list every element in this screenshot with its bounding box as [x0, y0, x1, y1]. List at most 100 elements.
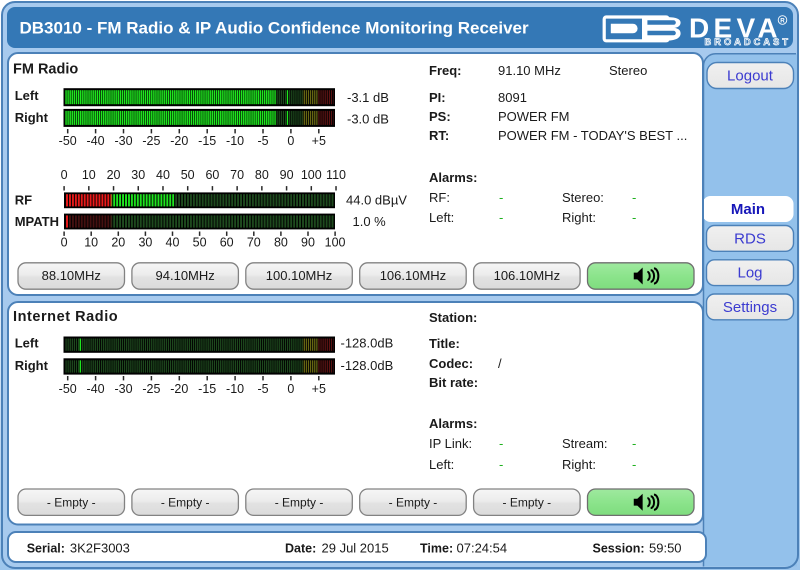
svg-text:90: 90: [280, 168, 294, 182]
svg-text:Stereo: Stereo: [609, 63, 647, 78]
svg-text:20: 20: [107, 168, 121, 182]
svg-text:70: 70: [247, 236, 261, 250]
svg-text:3K2F3003: 3K2F3003: [70, 541, 130, 556]
svg-text:Stream:: Stream:: [562, 436, 608, 451]
svg-text:94.10MHz: 94.10MHz: [156, 268, 215, 283]
svg-text:PI:: PI:: [429, 90, 446, 105]
svg-text:Alarms:: Alarms:: [429, 170, 477, 185]
svg-text:- Empty -: - Empty -: [503, 495, 552, 509]
svg-text:29 Jul 2015: 29 Jul 2015: [322, 541, 389, 556]
svg-text:Internet Radio: Internet Radio: [13, 309, 118, 325]
svg-text:Session:: Session:: [593, 542, 645, 556]
svg-text:-: -: [499, 457, 503, 472]
svg-text:-10: -10: [226, 134, 244, 148]
svg-text:-30: -30: [114, 382, 132, 396]
svg-text:-: -: [499, 436, 503, 451]
svg-text:-40: -40: [87, 134, 105, 148]
svg-text:0: 0: [61, 168, 68, 182]
svg-text:Freq:: Freq:: [429, 63, 462, 78]
svg-text:Right:: Right:: [562, 457, 596, 472]
svg-text:-5: -5: [257, 134, 268, 148]
svg-text:- Empty -: - Empty -: [275, 495, 324, 509]
svg-text:DEVA: DEVA: [689, 12, 782, 43]
svg-text:Left:: Left:: [429, 457, 454, 472]
svg-text:88.10MHz: 88.10MHz: [42, 268, 101, 283]
svg-text:Log: Log: [737, 265, 762, 282]
svg-text:Settings: Settings: [723, 299, 777, 316]
svg-text:-50: -50: [59, 382, 77, 396]
svg-text:-128.0dB: -128.0dB: [341, 336, 394, 351]
svg-text:Date:: Date:: [285, 542, 316, 556]
svg-text:-40: -40: [87, 382, 105, 396]
svg-text:R: R: [780, 17, 785, 24]
svg-text:60: 60: [220, 236, 234, 250]
svg-text:30: 30: [138, 236, 152, 250]
svg-text:Station:: Station:: [429, 310, 477, 325]
svg-text:Time:: Time:: [420, 542, 453, 556]
svg-text:40: 40: [156, 168, 170, 182]
svg-text:20: 20: [111, 236, 125, 250]
svg-text:FM Radio: FM Radio: [13, 62, 78, 78]
svg-text:-30: -30: [114, 134, 132, 148]
svg-text:70: 70: [230, 168, 244, 182]
svg-text:POWER FM - TODAY'S BEST ...: POWER FM - TODAY'S BEST ...: [498, 128, 687, 143]
svg-text:- Empty -: - Empty -: [389, 495, 438, 509]
svg-text:91.10 MHz: 91.10 MHz: [498, 63, 561, 78]
svg-text:Right:: Right:: [562, 210, 596, 225]
svg-text:100.10MHz: 100.10MHz: [266, 268, 332, 283]
svg-text:-20: -20: [170, 382, 188, 396]
svg-text:40: 40: [166, 236, 180, 250]
svg-text:Codec:: Codec:: [429, 356, 473, 371]
svg-text:BROADCAST: BROADCAST: [705, 37, 792, 47]
svg-text:PS:: PS:: [429, 109, 451, 124]
svg-text:59:50: 59:50: [649, 541, 682, 556]
svg-text:80: 80: [255, 168, 269, 182]
svg-text:- Empty -: - Empty -: [161, 495, 210, 509]
svg-text:-5: -5: [257, 382, 268, 396]
svg-text:30: 30: [131, 168, 145, 182]
svg-text:110: 110: [326, 168, 346, 182]
svg-text:44.0 dBµV: 44.0 dBµV: [346, 193, 407, 208]
svg-text:Left: Left: [15, 336, 40, 351]
svg-text:-10: -10: [226, 382, 244, 396]
svg-text:-15: -15: [198, 382, 216, 396]
svg-text:-: -: [632, 190, 636, 205]
svg-text:50: 50: [181, 168, 195, 182]
svg-text:0: 0: [287, 382, 294, 396]
svg-text:106.10MHz: 106.10MHz: [380, 268, 446, 283]
svg-text:10: 10: [84, 236, 98, 250]
svg-text:0: 0: [61, 236, 68, 250]
svg-text:-20: -20: [170, 134, 188, 148]
svg-text:-: -: [499, 210, 503, 225]
svg-text:-: -: [632, 457, 636, 472]
svg-text:8091: 8091: [498, 90, 527, 105]
svg-text:-: -: [632, 436, 636, 451]
svg-text:+5: +5: [312, 134, 326, 148]
svg-text:50: 50: [193, 236, 207, 250]
svg-text:Bit rate:: Bit rate:: [429, 375, 478, 390]
svg-text:10: 10: [82, 168, 96, 182]
svg-text:90: 90: [301, 236, 315, 250]
svg-text:-15: -15: [198, 134, 216, 148]
svg-text:- Empty -: - Empty -: [47, 495, 96, 509]
svg-text:60: 60: [205, 168, 219, 182]
svg-text:Left:: Left:: [429, 210, 454, 225]
svg-text:-50: -50: [59, 134, 77, 148]
svg-text:-25: -25: [142, 382, 160, 396]
svg-text:RF: RF: [15, 193, 32, 208]
svg-text:-128.0dB: -128.0dB: [341, 358, 394, 373]
svg-text:RDS: RDS: [734, 230, 766, 247]
svg-text:POWER FM: POWER FM: [498, 109, 570, 124]
svg-text:Logout: Logout: [727, 68, 774, 85]
svg-text:DB3010 - FM Radio & IP Audio C: DB3010 - FM Radio & IP Audio Confidence …: [20, 18, 530, 37]
svg-text:80: 80: [274, 236, 288, 250]
svg-text:Alarms:: Alarms:: [429, 416, 477, 431]
svg-text:/: /: [498, 356, 502, 371]
svg-text:MPATH: MPATH: [15, 214, 59, 229]
svg-text:-25: -25: [142, 134, 160, 148]
svg-text:Stereo:: Stereo:: [562, 190, 604, 205]
svg-text:Right: Right: [15, 110, 49, 125]
svg-text:1.0 %: 1.0 %: [353, 214, 387, 229]
svg-text:100: 100: [325, 236, 346, 250]
svg-text:Left: Left: [15, 88, 40, 103]
